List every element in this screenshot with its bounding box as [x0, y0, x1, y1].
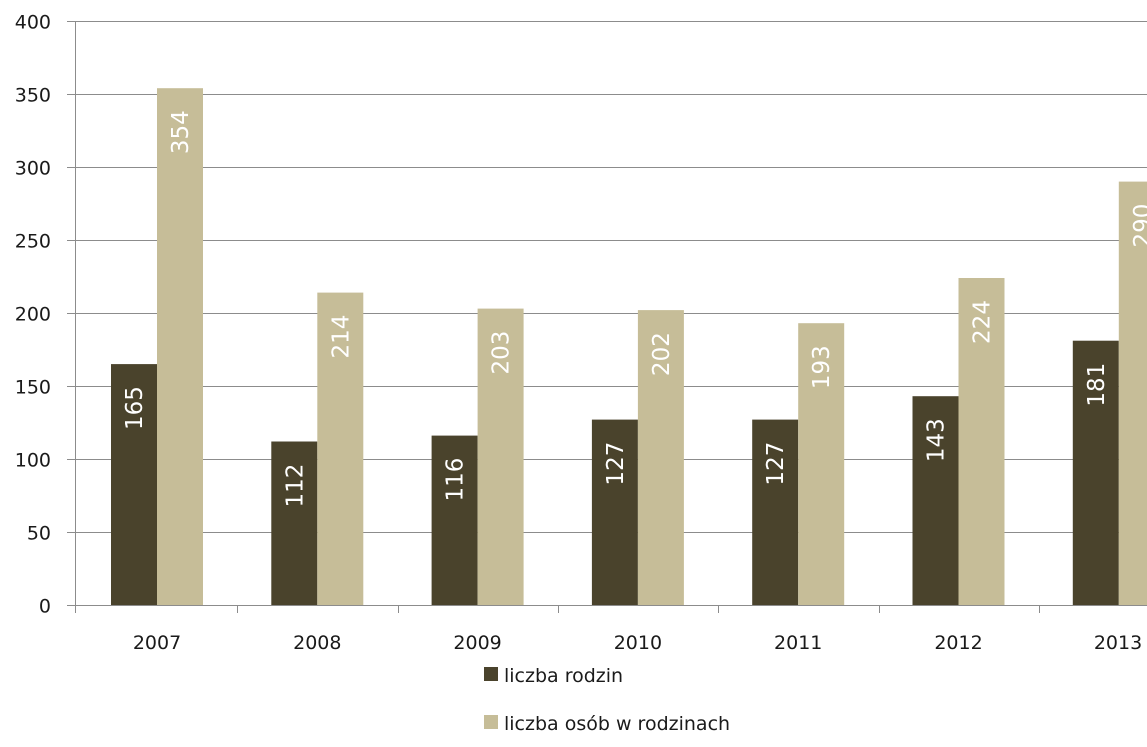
- y-tick-label: 150: [15, 377, 51, 399]
- y-tick-label: 400: [15, 12, 51, 34]
- y-tick-label: 300: [15, 158, 51, 180]
- y-tick-label: 250: [15, 231, 51, 253]
- x-tick-label: 2013: [1094, 632, 1142, 654]
- legend: liczba rodzin liczba osób w rodzinach: [484, 665, 730, 735]
- axes: 0 50 100 150 200 250 300 350 400 2007 2008 2009 2010…: [15, 12, 1147, 654]
- bar-liczba-rodzin-2012: [912, 396, 959, 605]
- bar-liczba-osob-2007: [157, 88, 203, 605]
- bar-liczba-rodzin-2011: [752, 419, 799, 605]
- bar-liczba-osob-2012: [958, 278, 1005, 605]
- x-tick-label: 2008: [293, 632, 341, 654]
- data-label: 224: [970, 300, 996, 344]
- y-tick-label: 350: [15, 85, 51, 107]
- data-label: 165: [122, 386, 148, 430]
- x-tick-label: 2010: [614, 632, 662, 654]
- bar-liczba-rodzin-2013: [1072, 340, 1119, 605]
- bars: 165 112 116 127 127 143 181 354 214 203 202 193 224 2…: [111, 88, 1147, 605]
- data-label: 202: [649, 332, 675, 376]
- data-label: 354: [168, 110, 194, 154]
- legend-label: liczba osób w rodzinach: [504, 713, 730, 735]
- legend-swatch: [484, 715, 498, 729]
- bar-liczba-osob-2013: [1118, 181, 1147, 605]
- data-label: 193: [809, 345, 835, 389]
- x-tick-label: 2011: [774, 632, 822, 654]
- data-label: 127: [763, 442, 789, 486]
- bar-liczba-osob-2008: [317, 292, 364, 605]
- legend-label: liczba rodzin: [504, 665, 623, 687]
- legend-swatch: [484, 667, 498, 681]
- bar-liczba-rodzin-2009: [431, 435, 478, 605]
- data-label: 181: [1084, 363, 1110, 407]
- bar-liczba-osob-2011: [798, 323, 845, 605]
- x-tick-label: 2012: [934, 632, 982, 654]
- data-label: 214: [328, 315, 354, 359]
- y-tick-label: 0: [39, 596, 51, 618]
- y-tick-label: 100: [15, 450, 51, 472]
- bar-liczba-osob-2009: [477, 308, 524, 605]
- data-label: 143: [924, 418, 950, 462]
- data-label: 203: [489, 331, 515, 375]
- data-label: 127: [603, 442, 629, 486]
- y-tick-label: 50: [27, 523, 51, 545]
- x-tick-label: 2009: [453, 632, 501, 654]
- bar-liczba-osob-2010: [637, 310, 684, 605]
- data-label: 112: [282, 464, 308, 508]
- bar-liczba-rodzin-2008: [271, 441, 318, 605]
- bar-liczba-rodzin-2007: [111, 364, 157, 605]
- data-label: 116: [443, 458, 469, 502]
- data-label: 290: [1130, 204, 1147, 248]
- y-tick-label: 200: [15, 304, 51, 326]
- x-tick-label: 2007: [133, 632, 181, 654]
- gridlines: [75, 21, 1147, 533]
- bar-liczba-rodzin-2010: [591, 419, 638, 605]
